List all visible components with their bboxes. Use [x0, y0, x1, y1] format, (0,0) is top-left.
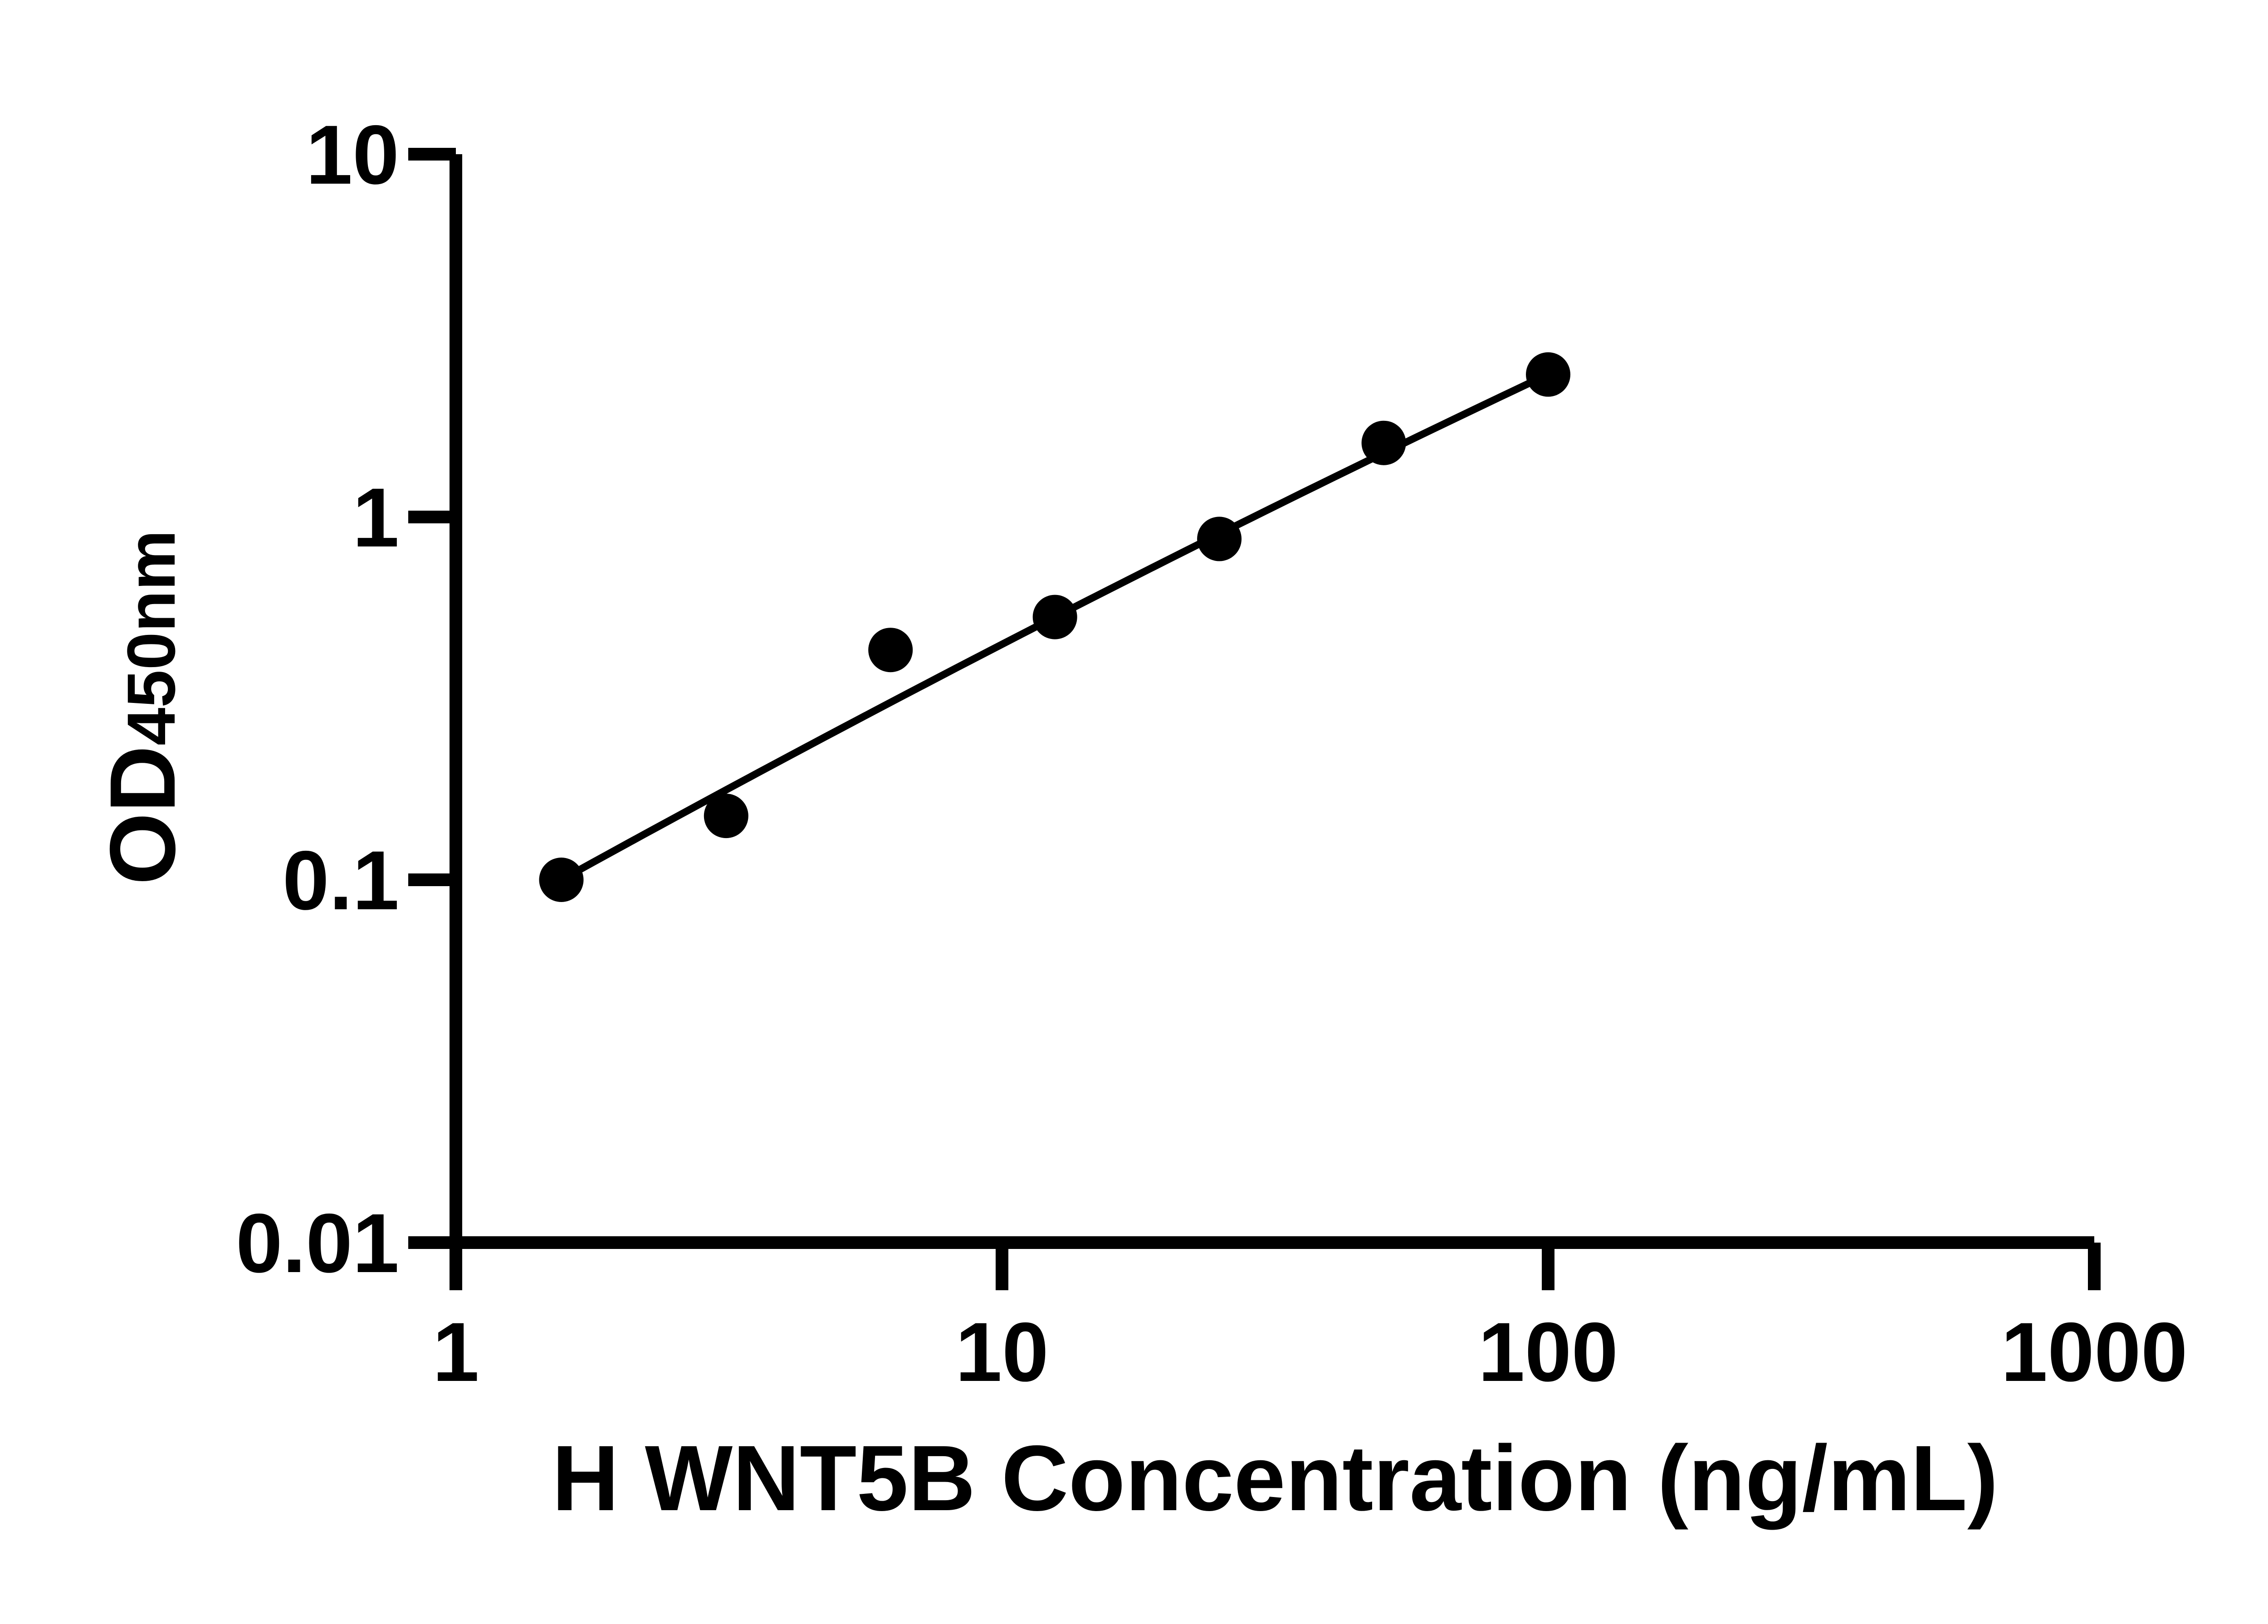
y-tick-label-0.1: 0.1: [283, 834, 399, 927]
data-points: [539, 352, 1570, 902]
data-point-0: [539, 858, 584, 902]
data-point-5: [1361, 420, 1406, 465]
data-point-4: [1197, 517, 1242, 561]
x-tick-label-1000: 1000: [2001, 1306, 2188, 1399]
axes: [450, 154, 2094, 1249]
y-axis-title: OD450nm: [91, 530, 195, 885]
y-tick-label-10: 10: [306, 108, 399, 202]
data-point-6: [1526, 352, 1570, 397]
tick-marks: [408, 148, 2101, 1290]
y-tick-label-1: 1: [352, 471, 399, 565]
x-tick-label-100: 100: [1478, 1306, 1618, 1399]
x-tick-label-1: 1: [433, 1306, 479, 1399]
x-tick-label-10: 10: [955, 1306, 1049, 1399]
y-axis-title-sub: 450nm: [113, 530, 189, 746]
data-point-3: [1032, 595, 1077, 639]
x-axis-title: H WNT5B Concentration (ng/mL): [552, 1426, 1999, 1530]
y-tick-label-0.01: 0.01: [236, 1197, 399, 1290]
tick-labels: 1 10 100 1000 10 1 0.1 0.01: [236, 108, 2188, 1399]
data-point-2: [868, 628, 913, 673]
y-axis-title-main: OD: [91, 746, 195, 885]
data-point-1: [704, 794, 748, 839]
